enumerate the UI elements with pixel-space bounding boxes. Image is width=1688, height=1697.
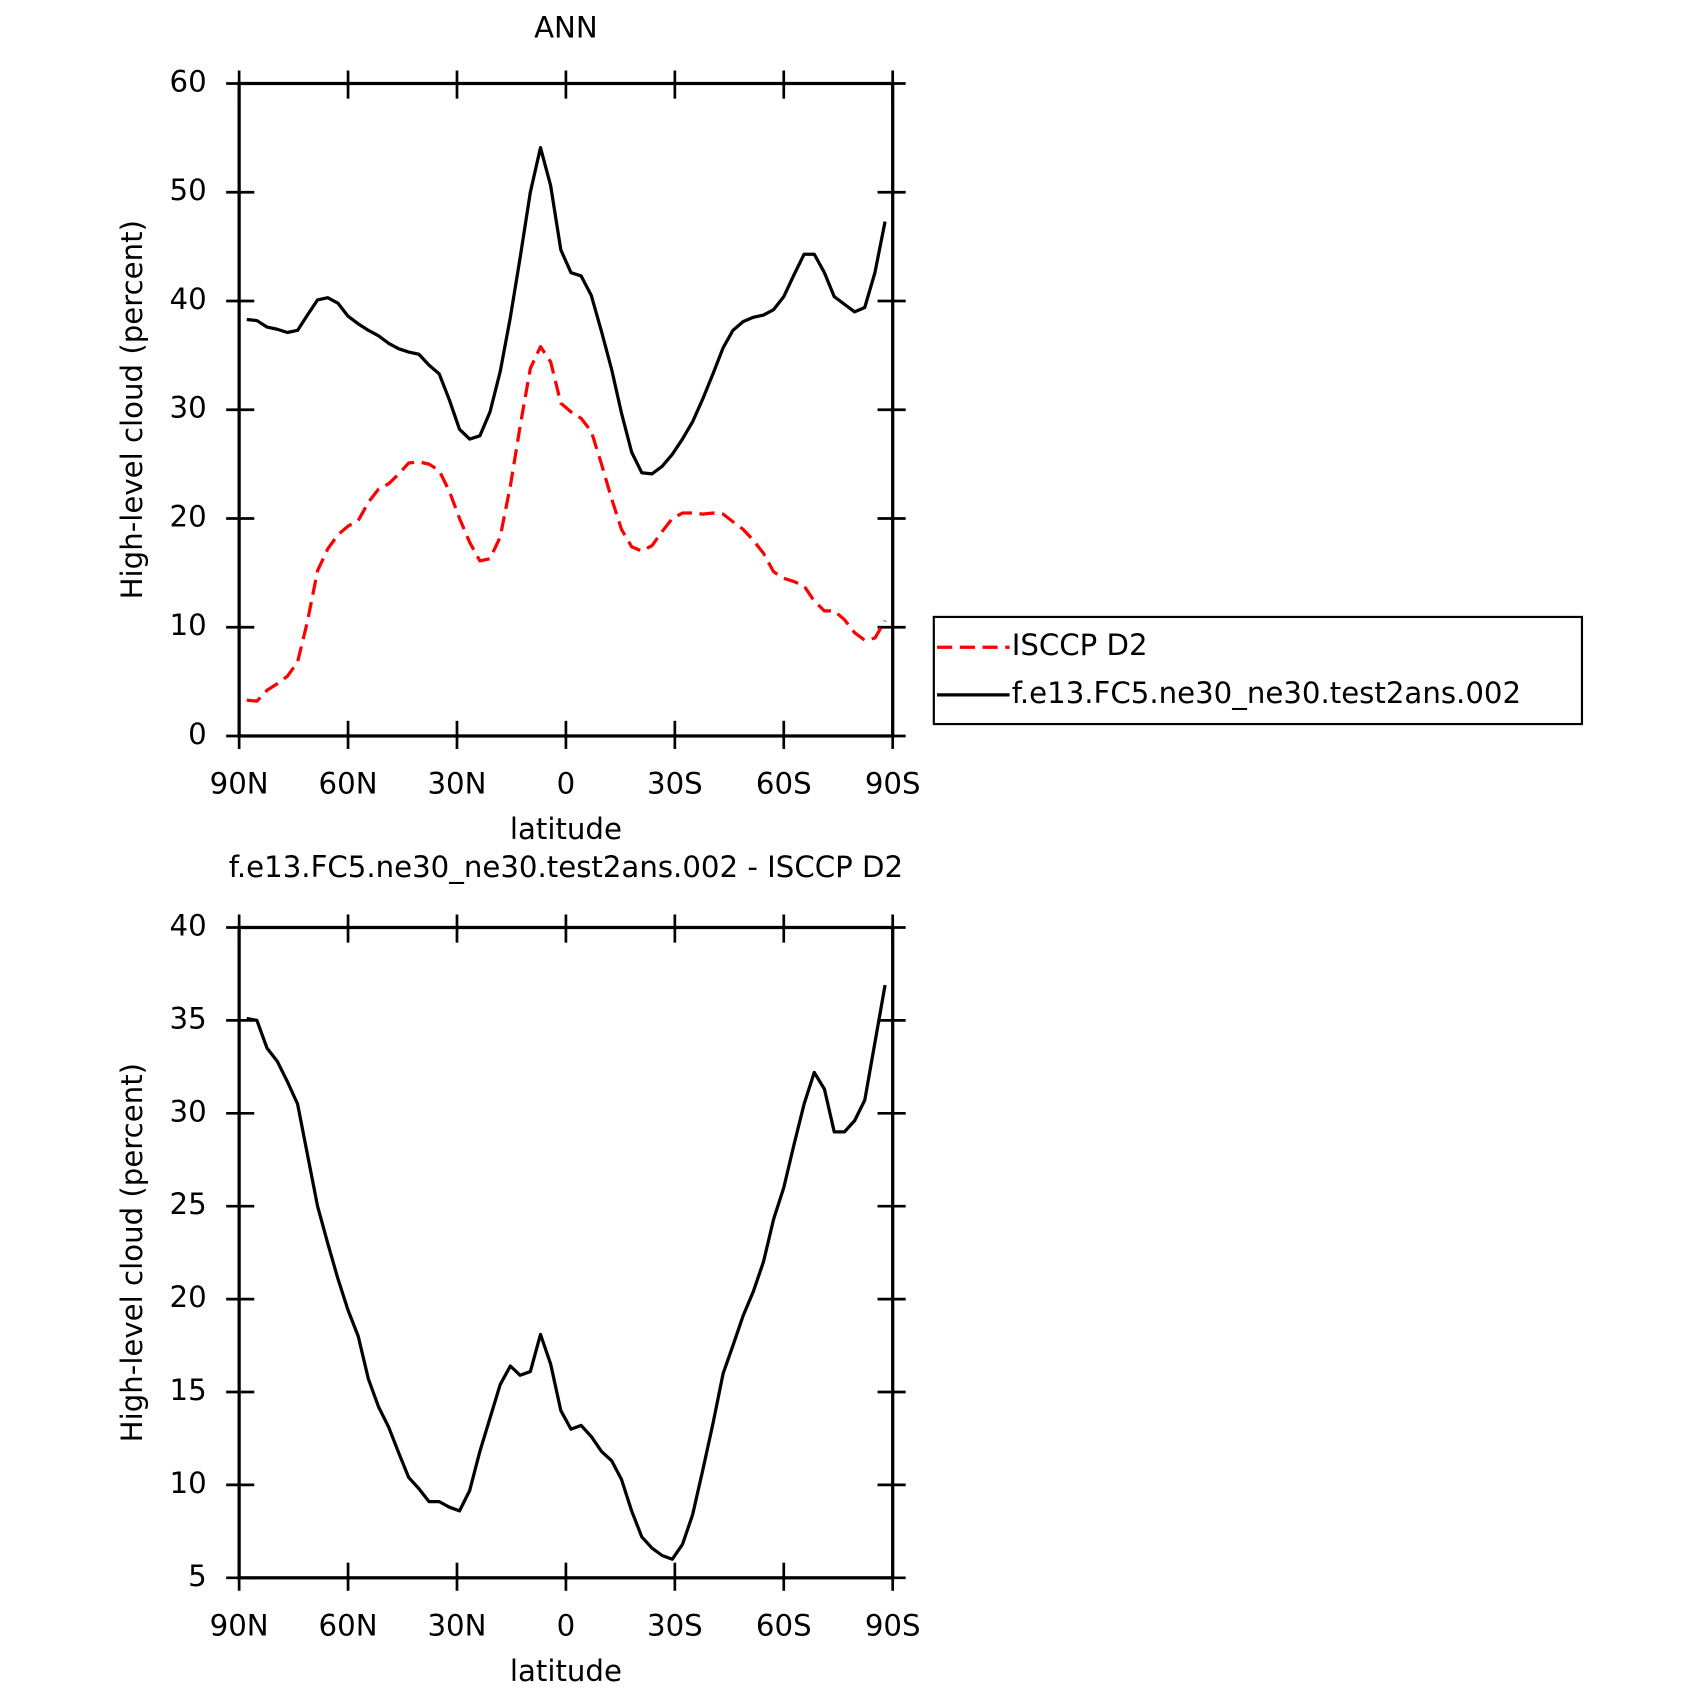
data-line [246,984,887,1561]
x-tick-label: 30N [427,1609,486,1643]
x-tick-label: 60S [756,767,812,801]
y-tick-label: 0 [188,717,207,751]
x-tick-label: 30S [647,1609,703,1643]
legend-box [932,615,1584,726]
x-tick-label: 90S [865,767,921,801]
chart-title: ANN [534,10,598,44]
x-tick-label: 90N [210,767,269,801]
y-tick-label: 25 [169,1187,206,1221]
x-tick-label: 30S [647,767,703,801]
y-tick-label: 30 [169,1094,206,1128]
x-tick-label: 0 [557,1609,576,1643]
chart-title: f.e13.FC5.ne30_ne30.test2ans.002 - ISCCP… [229,850,903,884]
y-tick-label: 10 [169,608,206,642]
x-tick-label: 90N [210,1609,269,1643]
legend-label: ISCCP D2 [1012,628,1148,662]
y-tick-label: 5 [188,1559,207,1593]
y-tick-label: 15 [169,1373,206,1407]
x-tick-label: 0 [557,767,576,801]
y-tick-label: 35 [169,1001,206,1035]
x-tick-label: 30N [427,767,486,801]
y-tick-label: 40 [169,282,206,316]
data-line [246,146,887,476]
plot-frame [237,81,895,738]
y-tick-label: 50 [169,173,206,207]
y-axis-label: High-level cloud (percent) [115,220,149,599]
x-tick-label: 60N [319,1609,378,1643]
y-tick-label: 10 [169,1466,206,1500]
x-tick-label: 90S [865,1609,921,1643]
data-line [246,345,887,703]
y-tick-label: 40 [169,908,206,942]
legend-label: f.e13.FC5.ne30_ne30.test2ans.002 [1012,676,1521,710]
x-tick-label: 60N [319,767,378,801]
plot-frame [237,925,895,1580]
y-tick-label: 30 [169,391,206,425]
x-axis-label: latitude [510,1654,622,1688]
y-tick-label: 20 [169,1280,206,1314]
x-axis-label: latitude [510,812,622,846]
y-tick-label: 60 [169,64,206,98]
y-tick-label: 20 [169,499,206,533]
x-tick-label: 60S [756,1609,812,1643]
y-axis-label: High-level cloud (percent) [115,1063,149,1442]
